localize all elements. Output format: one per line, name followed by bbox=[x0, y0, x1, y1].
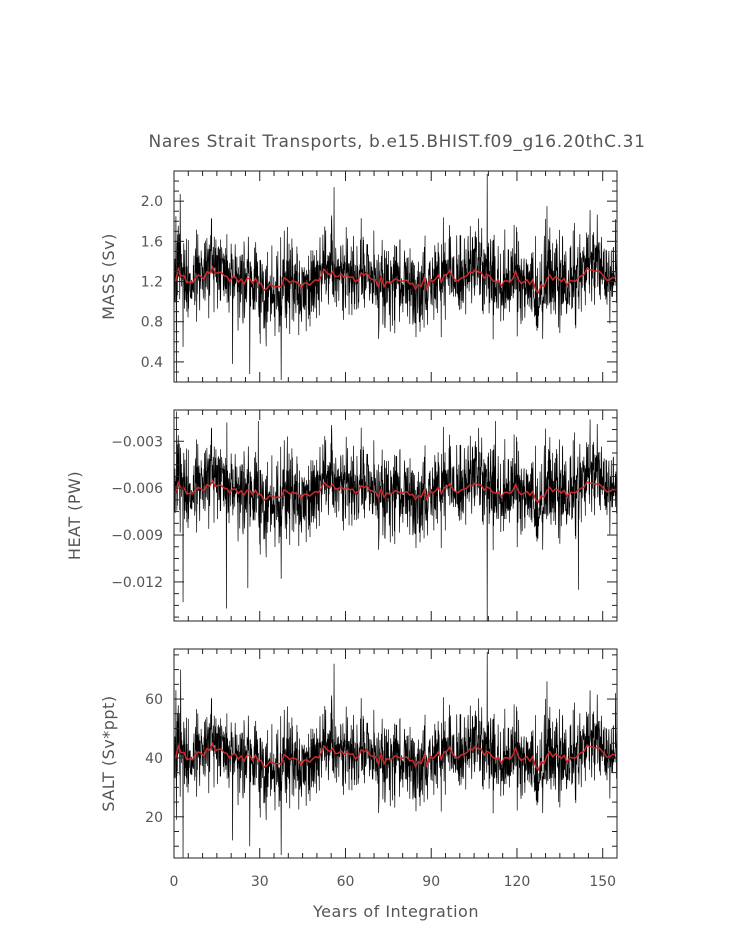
heat-plot-frame bbox=[173, 409, 618, 622]
x-axis-label: Years of Integration bbox=[312, 902, 479, 921]
mass-monthly-series bbox=[174, 174, 617, 382]
chart-title: Nares Strait Transports, b.e15.BHIST.f09… bbox=[149, 132, 646, 152]
y-axis-label: SALT (Sv*ppt) bbox=[99, 695, 118, 811]
heat-monthly-series bbox=[174, 411, 617, 621]
y-tick-label: 1.6 bbox=[141, 234, 163, 250]
salt-panel: 0 30 60 90 120 150 20 40 60 SALT (Sv*ppt) bbox=[99, 648, 618, 890]
y-tick-label: 2.0 bbox=[141, 194, 163, 210]
y-tick-label: 0.8 bbox=[141, 315, 163, 331]
heat-panel: −0.012 −0.009 −0.006 −0.003 HEAT (PW) bbox=[65, 409, 618, 622]
x-tick-label: 150 bbox=[589, 874, 616, 890]
salt-plot-frame bbox=[173, 648, 618, 859]
salt-monthly-series bbox=[174, 651, 617, 858]
y-tick-label: 1.2 bbox=[141, 275, 163, 291]
y-tick-label: −0.006 bbox=[111, 481, 163, 497]
y-tick-label: −0.003 bbox=[111, 434, 163, 450]
y-axis-label: HEAT (PW) bbox=[65, 471, 84, 560]
x-tick-label: 60 bbox=[337, 874, 355, 890]
y-tick-label: 0.4 bbox=[141, 355, 163, 371]
salt-annual-mean-series bbox=[174, 742, 616, 772]
y-tick-label: 20 bbox=[145, 810, 163, 826]
mass-panel: 0.4 0.8 1.2 1.6 2.0 MASS (Sv) bbox=[99, 170, 618, 383]
x-tick-label: 0 bbox=[170, 874, 179, 890]
x-tick-label: 120 bbox=[504, 874, 531, 890]
y-tick-label: −0.012 bbox=[111, 575, 163, 591]
y-axis-label: MASS (Sv) bbox=[99, 233, 118, 320]
y-tick-label: 60 bbox=[145, 692, 163, 708]
x-tick-label: 30 bbox=[251, 874, 269, 890]
y-tick-label: −0.009 bbox=[111, 528, 163, 544]
heat-annual-mean-series bbox=[174, 479, 616, 504]
x-tick-label: 90 bbox=[422, 874, 440, 890]
y-tick-label: 40 bbox=[145, 751, 163, 767]
mass-plot-frame bbox=[173, 170, 618, 383]
mass-annual-mean-series bbox=[174, 265, 616, 295]
